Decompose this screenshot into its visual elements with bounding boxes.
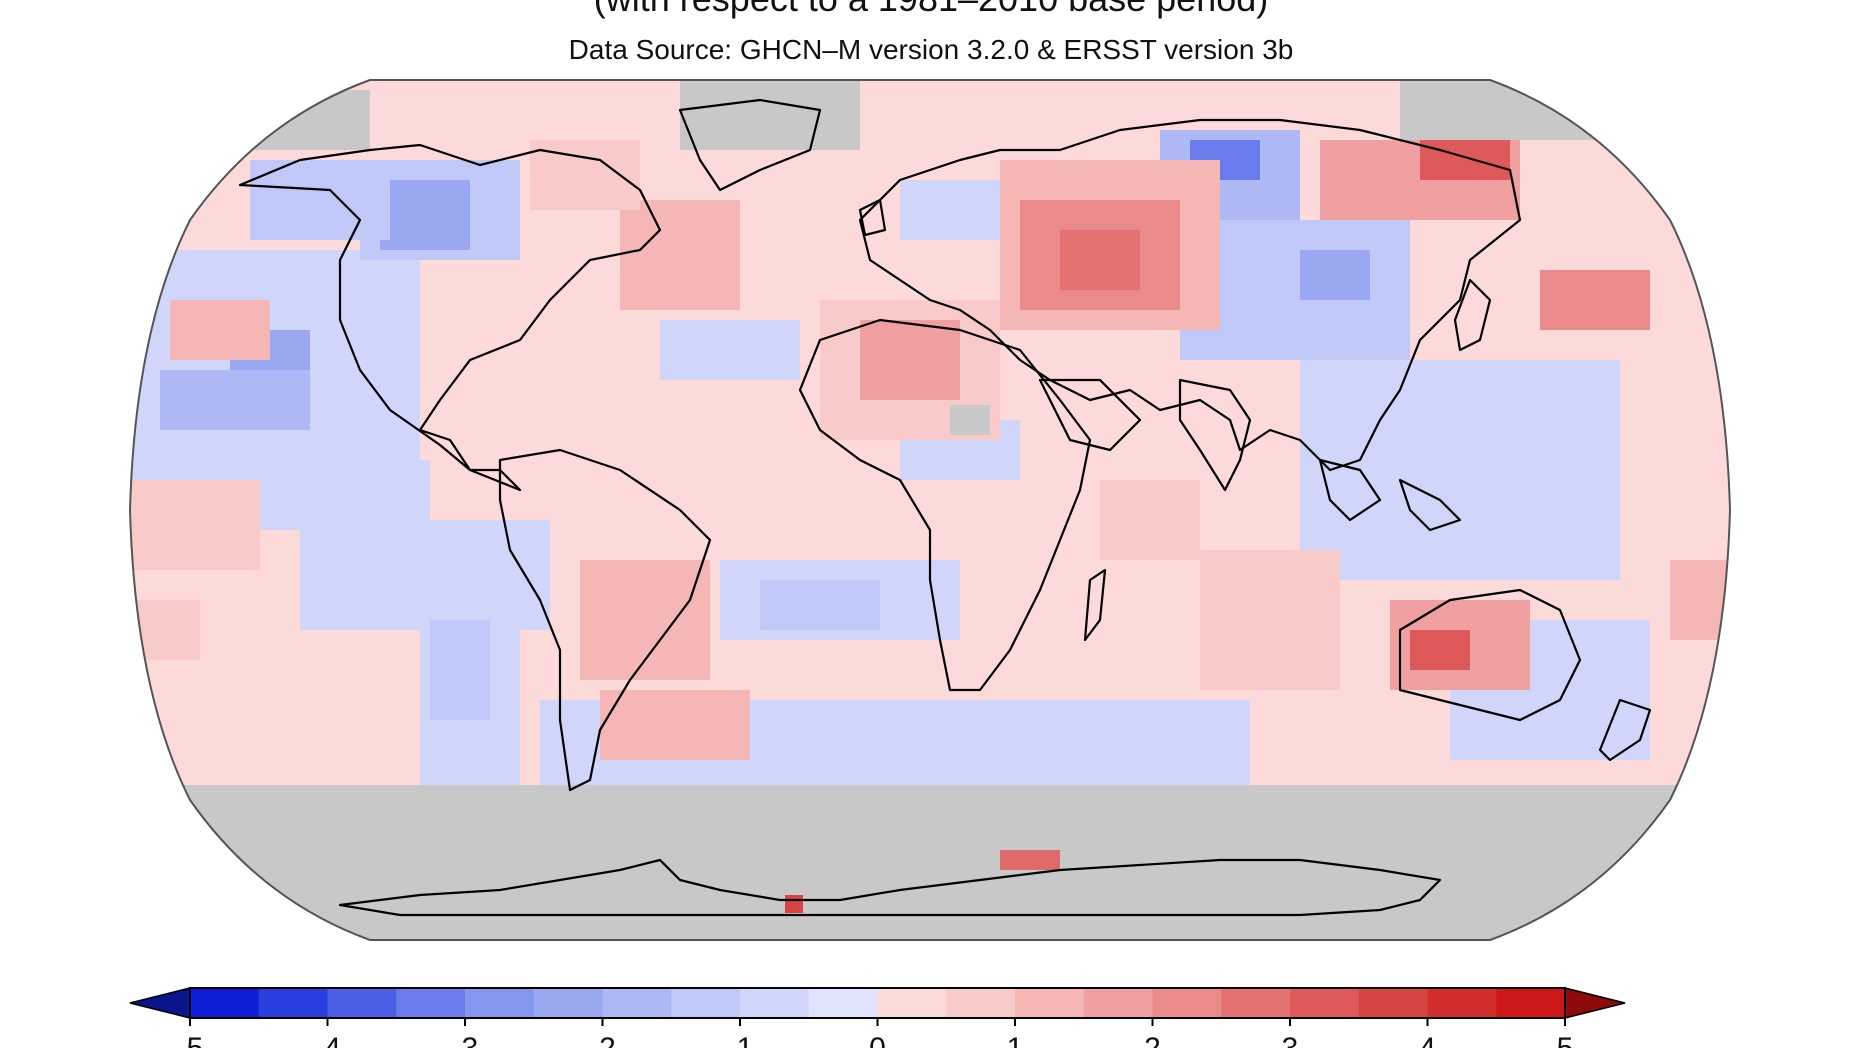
warm-patch bbox=[860, 320, 960, 400]
colorbar-tick-label: -4 bbox=[314, 1032, 341, 1048]
colorbar-cell bbox=[1290, 988, 1360, 1018]
colorbar-cell bbox=[1221, 988, 1291, 1018]
africa-coast bbox=[798, 318, 1092, 692]
colorbar-tick-label: 4 bbox=[1419, 1032, 1436, 1048]
colorbar-cell bbox=[465, 988, 535, 1018]
warm-patch bbox=[1420, 140, 1510, 180]
warm-cell bbox=[1000, 850, 1060, 870]
north-america-coast bbox=[238, 143, 662, 492]
colorbar-cell bbox=[258, 988, 328, 1018]
colorbar-cell bbox=[1083, 988, 1153, 1018]
colorbar-tick-label: 2 bbox=[1144, 1032, 1161, 1048]
map-frame bbox=[128, 79, 1732, 941]
warm-patch bbox=[1100, 480, 1200, 560]
colorbar-cell bbox=[396, 988, 466, 1018]
warm-patch bbox=[130, 480, 260, 570]
map-subtitle: (with respect to a 1981–2010 base period… bbox=[0, 0, 1862, 20]
warm-patch bbox=[1060, 230, 1140, 290]
colorbar-tick-label: -1 bbox=[727, 1032, 754, 1048]
colorbar-tick-label: -2 bbox=[589, 1032, 616, 1048]
colorbar-cell bbox=[1427, 988, 1497, 1018]
eurasia-coast bbox=[858, 118, 1522, 472]
cool-patch bbox=[660, 320, 800, 380]
colorbar-cell bbox=[946, 988, 1016, 1018]
colorbar-tick-label: 5 bbox=[1557, 1032, 1574, 1048]
colorbar-cell bbox=[671, 988, 741, 1018]
colorbar-cell bbox=[1015, 988, 1085, 1018]
indonesia-coast bbox=[1318, 458, 1382, 522]
colorbar-cell bbox=[877, 988, 947, 1018]
colorbar-tick-label: 0 bbox=[869, 1032, 886, 1048]
cool-patch bbox=[1000, 700, 1250, 790]
uk-coast bbox=[858, 198, 887, 237]
colorbar-cell bbox=[327, 988, 397, 1018]
cool-patch bbox=[760, 580, 880, 630]
greenland-coast bbox=[678, 98, 822, 192]
arabia-coast bbox=[1038, 378, 1142, 452]
cool-patch bbox=[250, 160, 390, 240]
colorbar-cell bbox=[602, 988, 672, 1018]
borneo-coast bbox=[1398, 478, 1462, 532]
no-data-greenland bbox=[680, 80, 860, 150]
south-america-coast bbox=[498, 448, 712, 792]
cool-patch bbox=[160, 370, 310, 430]
colorbar-ticks: -5 -4 -3 -2 -1 0 1 2 3 4 5 bbox=[177, 1018, 1574, 1048]
data-source: Data Source: GHCN–M version 3.2.0 & ERSS… bbox=[568, 34, 1294, 65]
japan-coast bbox=[1453, 278, 1492, 352]
no-data-chad bbox=[950, 405, 990, 435]
colorbar-cell bbox=[808, 988, 878, 1018]
colorbar-cell bbox=[533, 988, 603, 1018]
colorbar-high-extend bbox=[1564, 987, 1626, 1019]
coastlines bbox=[238, 98, 1652, 917]
colorbar-tick-label: 3 bbox=[1282, 1032, 1299, 1048]
colorbar-cell bbox=[190, 988, 260, 1018]
colorbar-cells bbox=[190, 988, 1566, 1018]
colorbar-cell bbox=[1358, 988, 1428, 1018]
warm-patch bbox=[1540, 270, 1650, 330]
warm-patch bbox=[1410, 630, 1470, 670]
colorbar-tick-label: -3 bbox=[452, 1032, 479, 1048]
warm-patch bbox=[1200, 550, 1340, 690]
madagascar-coast bbox=[1083, 568, 1107, 642]
colorbar-tick-label: 1 bbox=[1007, 1032, 1024, 1048]
colorbar-cell bbox=[1152, 988, 1222, 1018]
cool-patch bbox=[1300, 360, 1620, 580]
warm-patch bbox=[170, 300, 270, 360]
india-coast bbox=[1178, 378, 1252, 492]
colorbar-cell bbox=[740, 988, 810, 1018]
new-zealand-coast bbox=[1598, 698, 1652, 762]
colorbar-low-extend bbox=[129, 987, 191, 1019]
cool-patch bbox=[1300, 250, 1370, 300]
warm-patch bbox=[620, 200, 740, 310]
colorbar-cell bbox=[1496, 988, 1566, 1018]
antarctica-coast bbox=[338, 858, 1442, 917]
cool-patch bbox=[380, 180, 470, 250]
colorbar-tick-label: -5 bbox=[177, 1032, 204, 1048]
australia-coast bbox=[1398, 588, 1582, 722]
cool-patch bbox=[430, 620, 490, 720]
warm-patch bbox=[600, 690, 750, 760]
